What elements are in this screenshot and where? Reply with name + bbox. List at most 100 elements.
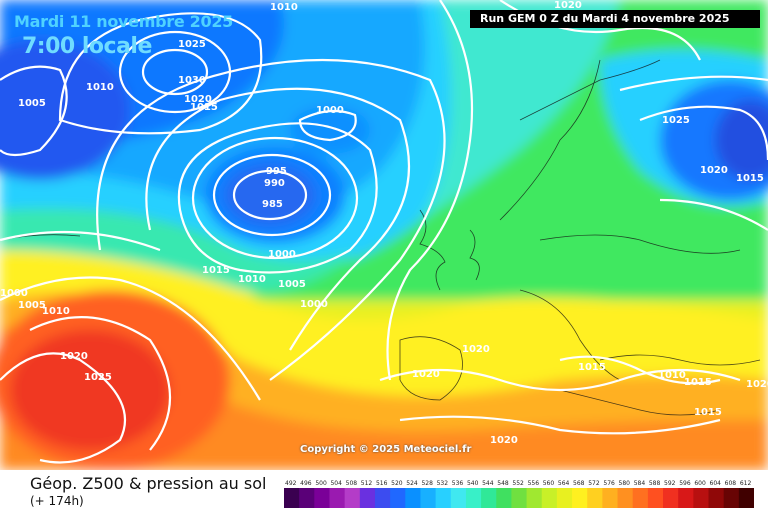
scale-tick-label: 584 [634,480,646,487]
pressure-label: 1000 [0,288,28,299]
pressure-label: 1025 [662,115,690,126]
legend-title: Géop. Z500 & pression au sol [30,474,267,493]
pressure-label: 1005 [278,279,306,290]
scale-swatch [678,488,694,508]
scale-swatch [420,488,437,508]
pressure-label: 1005 [18,98,46,109]
scale-swatch [693,488,710,508]
scale-tick-label: 532 [437,480,449,487]
run-info: Run GEM 0 Z du Mardi 4 novembre 2025 [470,10,760,28]
scale-tick-label: 512 [361,480,373,487]
copyright-notice: Copyright © 2025 Meteociel.fr [300,444,472,455]
scale-tick-label: 604 [710,480,722,487]
scale-tick-label: 608 [725,480,737,487]
pressure-labels: 1010102510101030102010151005100099599098… [0,0,768,446]
pressure-label: 1015 [578,362,606,373]
scale-tick-label: 540 [467,480,479,487]
scale-tick-label: 580 [619,480,631,487]
legend-subtitle: (+ 174h) [30,494,84,508]
pressure-label: 995 [266,166,287,177]
pressure-label: 1000 [316,105,344,116]
pressure-label: 1020 [700,165,728,176]
color-scale: 492 496 500 504 508 512 516 520 524 528 532 536 540 5… [284,480,754,508]
pressure-label: 1015 [684,377,712,388]
geopotential-field [0,0,768,470]
scale-swatch [602,488,619,508]
pressure-label: 1005 [18,300,46,311]
scale-tick-label: 588 [649,480,661,487]
scale-swatch [299,488,315,508]
scale-swatch [390,488,406,508]
scale-tick-label: 600 [694,480,706,487]
pressure-label: 1015 [694,407,722,418]
scale-swatch [314,488,330,508]
scale-tick-label: 516 [376,480,388,487]
scale-swatch [405,488,421,508]
scale-tick-label: 520 [391,480,403,487]
scale-swatch [344,488,361,508]
scale-tick-label: 564 [558,480,570,487]
scale-swatch [359,488,376,508]
scale-tick-label: 500 [315,480,327,487]
scale-tick-label: 576 [603,480,615,487]
scale-swatch [738,488,754,508]
pressure-label: 1020 [746,379,768,390]
scale-swatch [526,488,543,508]
scale-swatch [329,488,346,508]
pressure-label: 1010 [270,2,298,13]
scale-swatch [708,488,725,508]
scale-swatch [541,488,558,508]
scale-swatch [632,488,649,508]
scale-swatch [511,488,528,508]
weather-map: 1010102510101030102010151005100099599098… [0,0,768,470]
scale-swatch [556,488,573,508]
pressure-label: 1015 [190,102,218,113]
scale-tick-label: 504 [330,480,342,487]
pressure-label: 985 [262,199,283,210]
scale-tick-label: 524 [406,480,418,487]
scale-swatch [496,488,512,508]
scale-tick-label: 612 [740,480,752,487]
scale-tick-label: 572 [588,480,600,487]
pressure-label: 1020 [462,344,490,355]
scale-tick-label: 544 [482,480,494,487]
scale-tick-label: 492 [285,480,297,487]
pressure-label: 990 [264,178,285,189]
scale-tick-label: 556 [528,480,540,487]
scale-tick-label: 560 [543,480,555,487]
scale-tick-label: 552 [512,480,524,487]
forecast-date: Mardi 11 novembre 2025 [14,12,233,31]
pressure-label: 1025 [178,39,206,50]
pressure-label: 1020 [554,0,582,11]
scale-swatch [587,488,603,508]
scale-swatch [450,488,467,508]
scale-swatch [435,488,452,508]
pressure-label: 1010 [86,82,114,93]
scale-swatch [647,488,664,508]
pressure-label: 1000 [268,249,296,260]
scale-tick-label: 548 [497,480,509,487]
pressure-label: 1025 [84,372,112,383]
pressure-label: 1030 [178,75,206,86]
scale-tick-label: 596 [679,480,691,487]
pressure-label: 1020 [184,94,212,105]
scale-tick-label: 508 [346,480,358,487]
coastlines [0,59,761,416]
pressure-label: 1010 [42,306,70,317]
scale-swatch [374,488,391,508]
pressure-label: 1010 [658,370,686,381]
scale-tick-label: 536 [452,480,464,487]
scale-tick-label: 528 [421,480,433,487]
scale-swatch [723,488,740,508]
pressure-label: 1010 [238,274,266,285]
pressure-label: 1000 [300,299,328,310]
scale-swatch [617,488,634,508]
scale-swatch [481,488,497,508]
scale-swatch [572,488,588,508]
pressure-label: 1015 [202,265,230,276]
scale-tick-label: 568 [573,480,585,487]
scale-tick-label: 496 [300,480,312,487]
forecast-time: 7:00 locale [22,34,152,59]
pressure-label: 1020 [490,435,518,446]
